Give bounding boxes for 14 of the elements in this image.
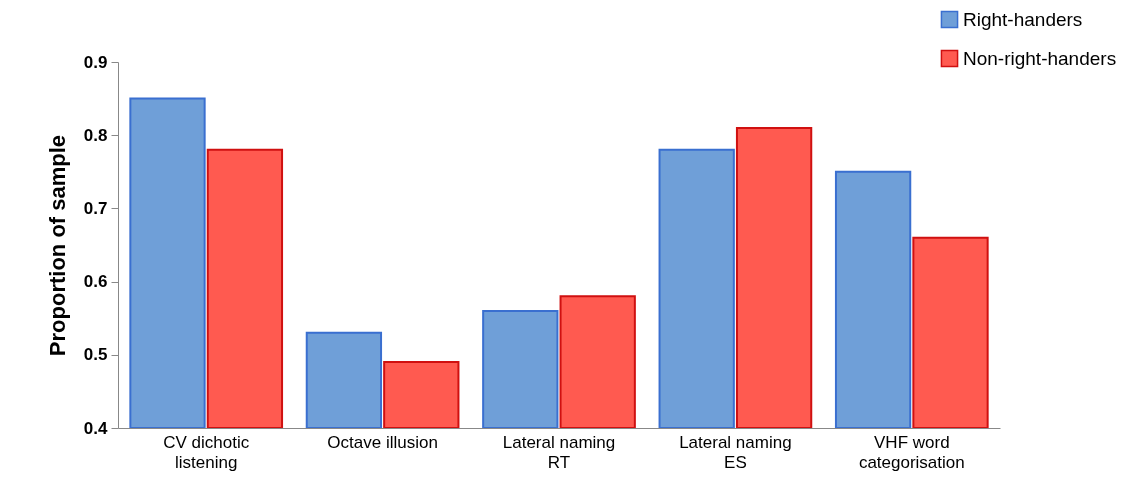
x-tick-label: Octave illusion (327, 432, 438, 452)
y-tick-label: 0.9 (83, 52, 108, 72)
y-tick-label: 0.4 (83, 418, 109, 438)
x-tick-label: Lateral naming RT (502, 432, 616, 472)
legend-label: Non-right-handers (963, 47, 1117, 69)
x-tick-label: Lateral naming ES (679, 432, 792, 472)
x-tick-label: VHF word categorisation (858, 432, 965, 472)
x-tick-label: CV dichotic listening (163, 432, 250, 472)
y-tick-label: 0.6 (83, 272, 108, 292)
y-axis-title: Proportion of sample (44, 134, 70, 357)
legend-label: Right-handers (963, 8, 1083, 30)
y-tick-label: 0.5 (83, 345, 108, 365)
y-tick-label: 0.7 (83, 198, 108, 218)
y-tick-label: 0.8 (83, 125, 108, 145)
